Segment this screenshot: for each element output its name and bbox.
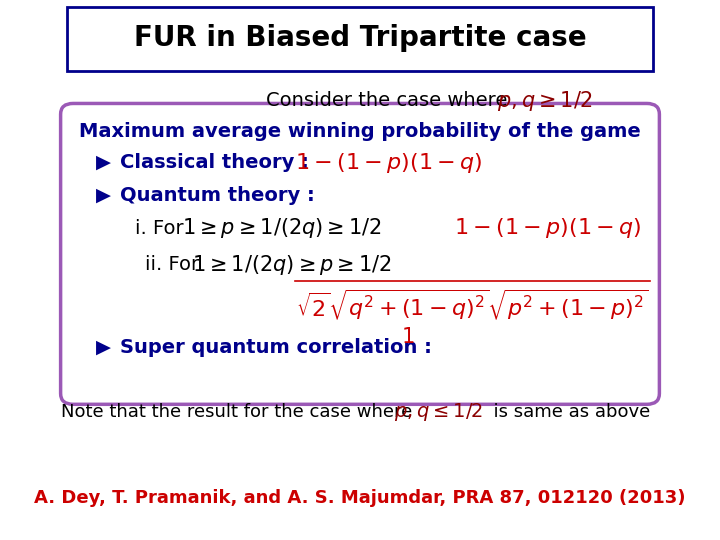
Text: $1 \geq 1/(2q) \geq p \geq 1/2$: $1 \geq 1/(2q) \geq p \geq 1/2$ [192, 253, 391, 276]
Text: $1-(1-p)(1-q)$: $1-(1-p)(1-q)$ [454, 216, 641, 240]
Text: $1-(1-p)(1-q)$: $1-(1-p)(1-q)$ [294, 151, 482, 174]
Text: $1 \geq p \geq 1/(2q) \geq 1/2$: $1 \geq p \geq 1/(2q) \geq 1/2$ [182, 216, 382, 240]
Text: $\sqrt{2}\sqrt{q^2+(1-q)^2}\sqrt{p^2+(1-p)^2}$: $\sqrt{2}\sqrt{q^2+(1-q)^2}\sqrt{p^2+(1-… [296, 287, 649, 322]
Text: $\blacktriangleright$: $\blacktriangleright$ [91, 153, 112, 172]
Text: A. Dey, T. Pramanik, and A. S. Majumdar, PRA 87, 012120 (2013): A. Dey, T. Pramanik, and A. S. Majumdar,… [35, 489, 685, 507]
Text: i. For: i. For [135, 219, 184, 238]
Text: Consider the case where: Consider the case where [266, 91, 514, 110]
Text: $\blacktriangleright$: $\blacktriangleright$ [91, 339, 112, 357]
Text: is same as above: is same as above [482, 403, 650, 421]
Text: Classical theory :: Classical theory : [120, 153, 315, 172]
Text: $1$: $1$ [400, 327, 414, 347]
Text: ii. For: ii. For [145, 255, 199, 274]
FancyBboxPatch shape [60, 104, 660, 404]
FancyBboxPatch shape [67, 7, 653, 71]
Text: Maximum average winning probability of the game: Maximum average winning probability of t… [79, 122, 641, 141]
Text: $p, q \geq 1/2$: $p, q \geq 1/2$ [498, 89, 593, 113]
Text: $\blacktriangleright$: $\blacktriangleright$ [91, 186, 112, 205]
Text: Note that the result for the case where: Note that the result for the case where [60, 403, 418, 421]
Text: Super quantum correlation :: Super quantum correlation : [120, 339, 438, 357]
Text: Quantum theory :: Quantum theory : [120, 186, 315, 205]
Text: $p, q \leq 1/2$: $p, q \leq 1/2$ [395, 401, 484, 423]
Text: FUR in Biased Tripartite case: FUR in Biased Tripartite case [134, 24, 586, 52]
